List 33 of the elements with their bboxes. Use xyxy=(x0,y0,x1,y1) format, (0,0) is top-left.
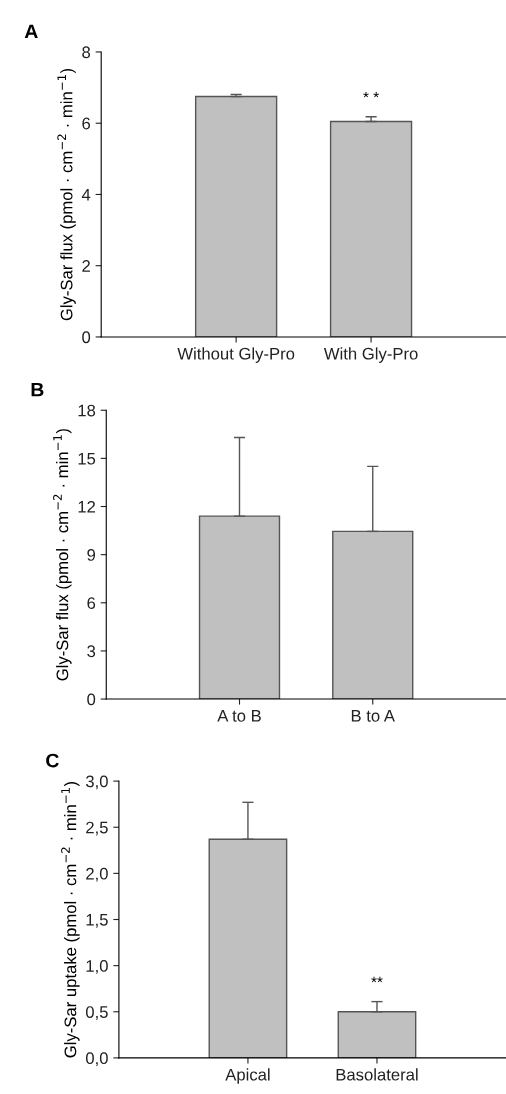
y-tick-label: 15 xyxy=(78,452,96,465)
y-tick-label: 8 xyxy=(82,46,91,59)
y-axis-title: Gly-Sar flux (pmol · cm$^{−2}$ · min$^{−1}$) xyxy=(57,68,76,321)
y-tick-label: 9 xyxy=(87,549,96,561)
x-tick-label: Without Gly-Pro xyxy=(177,347,295,363)
annotation: ** xyxy=(371,976,383,983)
chart-title: C xyxy=(46,753,59,768)
y-axis-title: Gly-Sar flux (pmol · cm$^{−2}$ · min$^{−1}$) xyxy=(53,429,72,681)
y-tick-label: 18 xyxy=(78,404,96,417)
chart-title: B xyxy=(31,382,44,397)
y-axis-title: Gly-Sar uptake (pmol · cm$^{−2}$ · min$^{−1}$) xyxy=(61,781,80,1058)
y-tick-label: 12 xyxy=(78,500,96,513)
y-tick-label: 0 xyxy=(82,331,91,344)
y-tick-label: 0,0 xyxy=(85,1052,108,1067)
y-tick-label: 2,5 xyxy=(86,821,108,836)
x-tick-label: A to B xyxy=(217,710,261,722)
x-tick-label: Basolateral xyxy=(336,1068,418,1081)
y-tick-label: 6 xyxy=(87,597,96,609)
y-tick-label: 2,0 xyxy=(86,867,108,882)
y-tick-label: 6 xyxy=(82,117,91,130)
x-tick-label: Apical xyxy=(225,1068,270,1084)
y-tick-label: 0 xyxy=(87,693,96,706)
y-tick-label: 0,5 xyxy=(85,1006,108,1020)
annotation: * * xyxy=(363,92,379,98)
y-tick-label: 4 xyxy=(81,189,91,201)
y-tick-label: 3 xyxy=(87,645,96,658)
chart-title: A xyxy=(24,24,38,39)
y-tick-label: 1,5 xyxy=(86,914,108,928)
y-tick-label: 3,0 xyxy=(85,775,108,790)
x-tick-label: B to A xyxy=(351,710,395,722)
x-tick-label: With Gly-Pro xyxy=(323,347,418,363)
y-tick-label: 1,0 xyxy=(86,960,108,974)
y-tick-label: 2 xyxy=(82,260,90,272)
